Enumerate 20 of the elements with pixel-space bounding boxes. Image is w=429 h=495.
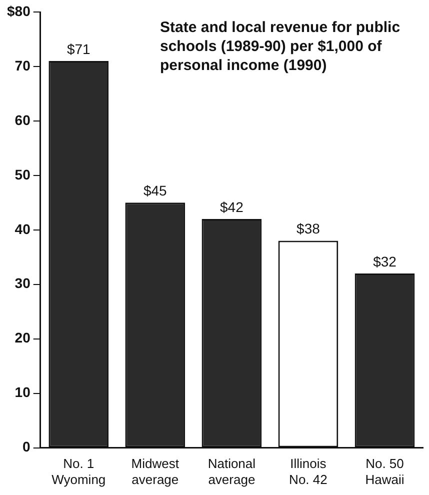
x-tick-label: No. 1 Wyoming	[52, 456, 106, 487]
x-tick-label: National average	[208, 456, 256, 487]
y-tick-label: 40	[14, 220, 31, 237]
data-label: $32	[373, 253, 397, 270]
y-tick-label: 20	[14, 330, 31, 346]
data-label: $71	[66, 40, 91, 57]
x-tick-label: Midwest average	[131, 456, 180, 487]
data-label: $38	[296, 220, 320, 237]
y-tick-label: 50	[14, 166, 31, 182]
text: State and local revenue for public schools (1989-90) per $1,000 of personal income (1990)	[160, 18, 402, 75]
y-tick-label: 30	[14, 275, 31, 292]
data-label: $42	[220, 198, 244, 215]
y-tick-label: 10	[14, 384, 31, 400]
x-tick-label: No. 50 Hawaii	[365, 456, 404, 487]
x-tick-label: Illinois No. 42	[289, 456, 328, 487]
y-tick-label: 70	[14, 57, 31, 74]
data-label: $45	[143, 182, 168, 199]
y-tick-label: 0	[22, 438, 31, 455]
y-tick-label: $80	[7, 2, 31, 19]
y-tick-label: 60	[14, 112, 31, 128]
